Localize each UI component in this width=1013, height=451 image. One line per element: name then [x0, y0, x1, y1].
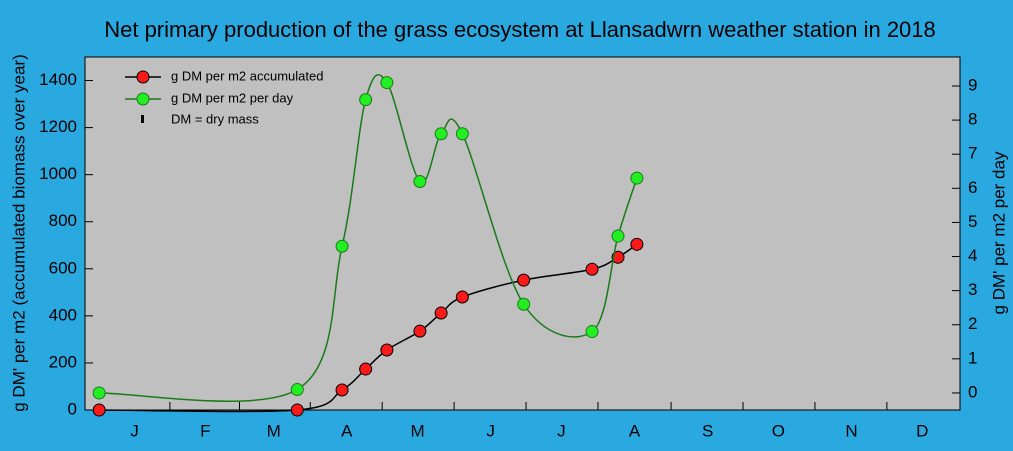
- y2-tick-label: 9: [968, 75, 977, 94]
- data-point: [335, 239, 349, 253]
- legend-label: g DM per m2 per day: [171, 90, 294, 105]
- data-point: [517, 297, 531, 311]
- x-tick-label: J: [486, 421, 495, 440]
- y-tick-label: 1400: [39, 70, 77, 89]
- y-tick-label: 800: [49, 211, 77, 230]
- legend-marker: [136, 70, 150, 84]
- y2-axis-label: g DM' per m2 per day: [989, 151, 1008, 314]
- x-tick-label: J: [130, 421, 139, 440]
- y2-tick-label: 1: [968, 348, 977, 367]
- data-point: [455, 290, 469, 304]
- legend-marker: [136, 92, 150, 106]
- data-point: [290, 383, 304, 397]
- data-point: [335, 383, 349, 397]
- y-tick-label: 400: [49, 305, 77, 324]
- y2-tick-label: 0: [968, 382, 977, 401]
- legend-note: DM = dry mass: [171, 111, 259, 126]
- y2-tick-label: 2: [968, 314, 977, 333]
- chart-title: Net primary production of the grass ecos…: [104, 17, 936, 42]
- data-point: [611, 250, 625, 264]
- data-point: [359, 93, 373, 107]
- y2-tick-label: 4: [968, 246, 977, 265]
- x-tick-label: A: [629, 421, 641, 440]
- y-axis-label: g DM' per m2 (accumulated biomass over y…: [9, 54, 28, 412]
- x-tick-label: J: [557, 421, 566, 440]
- x-tick-label: M: [267, 421, 281, 440]
- data-point: [290, 403, 304, 417]
- y2-tick-label: 8: [968, 110, 977, 129]
- data-point: [413, 174, 427, 188]
- data-point: [611, 229, 625, 243]
- data-point: [380, 343, 394, 357]
- x-tick-label: M: [410, 421, 424, 440]
- y-tick-label: 1200: [39, 117, 77, 136]
- y2-tick-label: 5: [968, 212, 977, 231]
- data-point: [380, 76, 394, 90]
- legend-marker: [141, 115, 144, 123]
- data-point: [434, 127, 448, 141]
- data-point: [517, 273, 531, 287]
- x-tick-label: F: [200, 421, 210, 440]
- y2-tick-label: 3: [968, 280, 977, 299]
- data-point: [92, 403, 106, 417]
- data-point: [630, 237, 644, 251]
- legend-label: g DM per m2 accumulated: [171, 68, 323, 83]
- data-point: [359, 362, 373, 376]
- plot-area: [84, 56, 961, 411]
- data-point: [585, 262, 599, 276]
- y2-tick-label: 6: [968, 178, 977, 197]
- x-tick-label: S: [702, 421, 713, 440]
- x-tick-label: D: [916, 421, 928, 440]
- data-point: [455, 127, 469, 141]
- x-tick-label: N: [845, 421, 857, 440]
- y2-tick-label: 7: [968, 144, 977, 163]
- data-point: [413, 324, 427, 338]
- x-tick-label: A: [341, 421, 353, 440]
- y-tick-label: 0: [68, 399, 77, 418]
- y-tick-label: 600: [49, 258, 77, 277]
- data-point: [630, 171, 644, 185]
- data-point: [585, 325, 599, 339]
- y-tick-label: 1000: [39, 164, 77, 183]
- data-point: [434, 306, 448, 320]
- data-point: [92, 386, 106, 400]
- y-tick-label: 200: [49, 352, 77, 371]
- x-tick-label: O: [772, 421, 785, 440]
